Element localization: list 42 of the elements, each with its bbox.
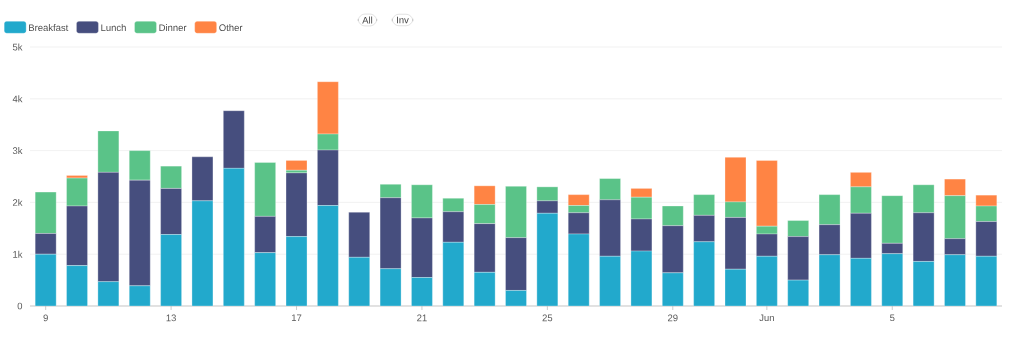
x-tick-label: 5 bbox=[890, 314, 895, 322]
y-tick-label: 2k bbox=[12, 198, 23, 206]
bar bbox=[850, 258, 872, 306]
bar bbox=[129, 285, 151, 306]
legend-label: Breakfast bbox=[29, 24, 69, 32]
x-tick-label: 29 bbox=[667, 314, 678, 322]
bar bbox=[599, 256, 621, 306]
bar bbox=[348, 212, 370, 258]
x-tick-label: 25 bbox=[542, 314, 553, 322]
y-tick-label: 5k bbox=[12, 43, 23, 51]
x-tick-label: Jun bbox=[759, 314, 774, 322]
bar bbox=[411, 277, 433, 306]
bar bbox=[442, 242, 464, 306]
x-tick-label: 9 bbox=[43, 314, 48, 322]
y-tick-label: 0 bbox=[17, 302, 23, 310]
bar bbox=[160, 234, 182, 306]
text: All bbox=[362, 16, 373, 24]
bar bbox=[66, 265, 88, 306]
text: Inv bbox=[397, 16, 409, 24]
x-tick-label: 13 bbox=[166, 314, 176, 322]
bar bbox=[35, 254, 57, 306]
legend-label: Lunch bbox=[101, 24, 126, 32]
bar bbox=[693, 241, 715, 306]
bar bbox=[568, 233, 590, 306]
bar bbox=[944, 254, 966, 306]
bar bbox=[662, 272, 684, 306]
y-tick-label: 3k bbox=[12, 147, 23, 155]
bar bbox=[285, 160, 308, 171]
legend-label: Other bbox=[219, 24, 243, 32]
bar bbox=[285, 172, 308, 237]
bar bbox=[756, 256, 778, 306]
bar bbox=[348, 257, 370, 306]
legend-label: Dinner bbox=[159, 24, 187, 32]
bar bbox=[317, 205, 339, 306]
bar bbox=[254, 252, 276, 306]
y-tick-label: 4k bbox=[12, 95, 23, 103]
y-tick-label: 1k bbox=[13, 250, 23, 258]
x-tick-label: 17 bbox=[291, 314, 302, 322]
bar bbox=[223, 168, 245, 306]
bar bbox=[975, 256, 997, 306]
x-tick-label: 21 bbox=[417, 314, 427, 322]
bar bbox=[881, 253, 903, 306]
